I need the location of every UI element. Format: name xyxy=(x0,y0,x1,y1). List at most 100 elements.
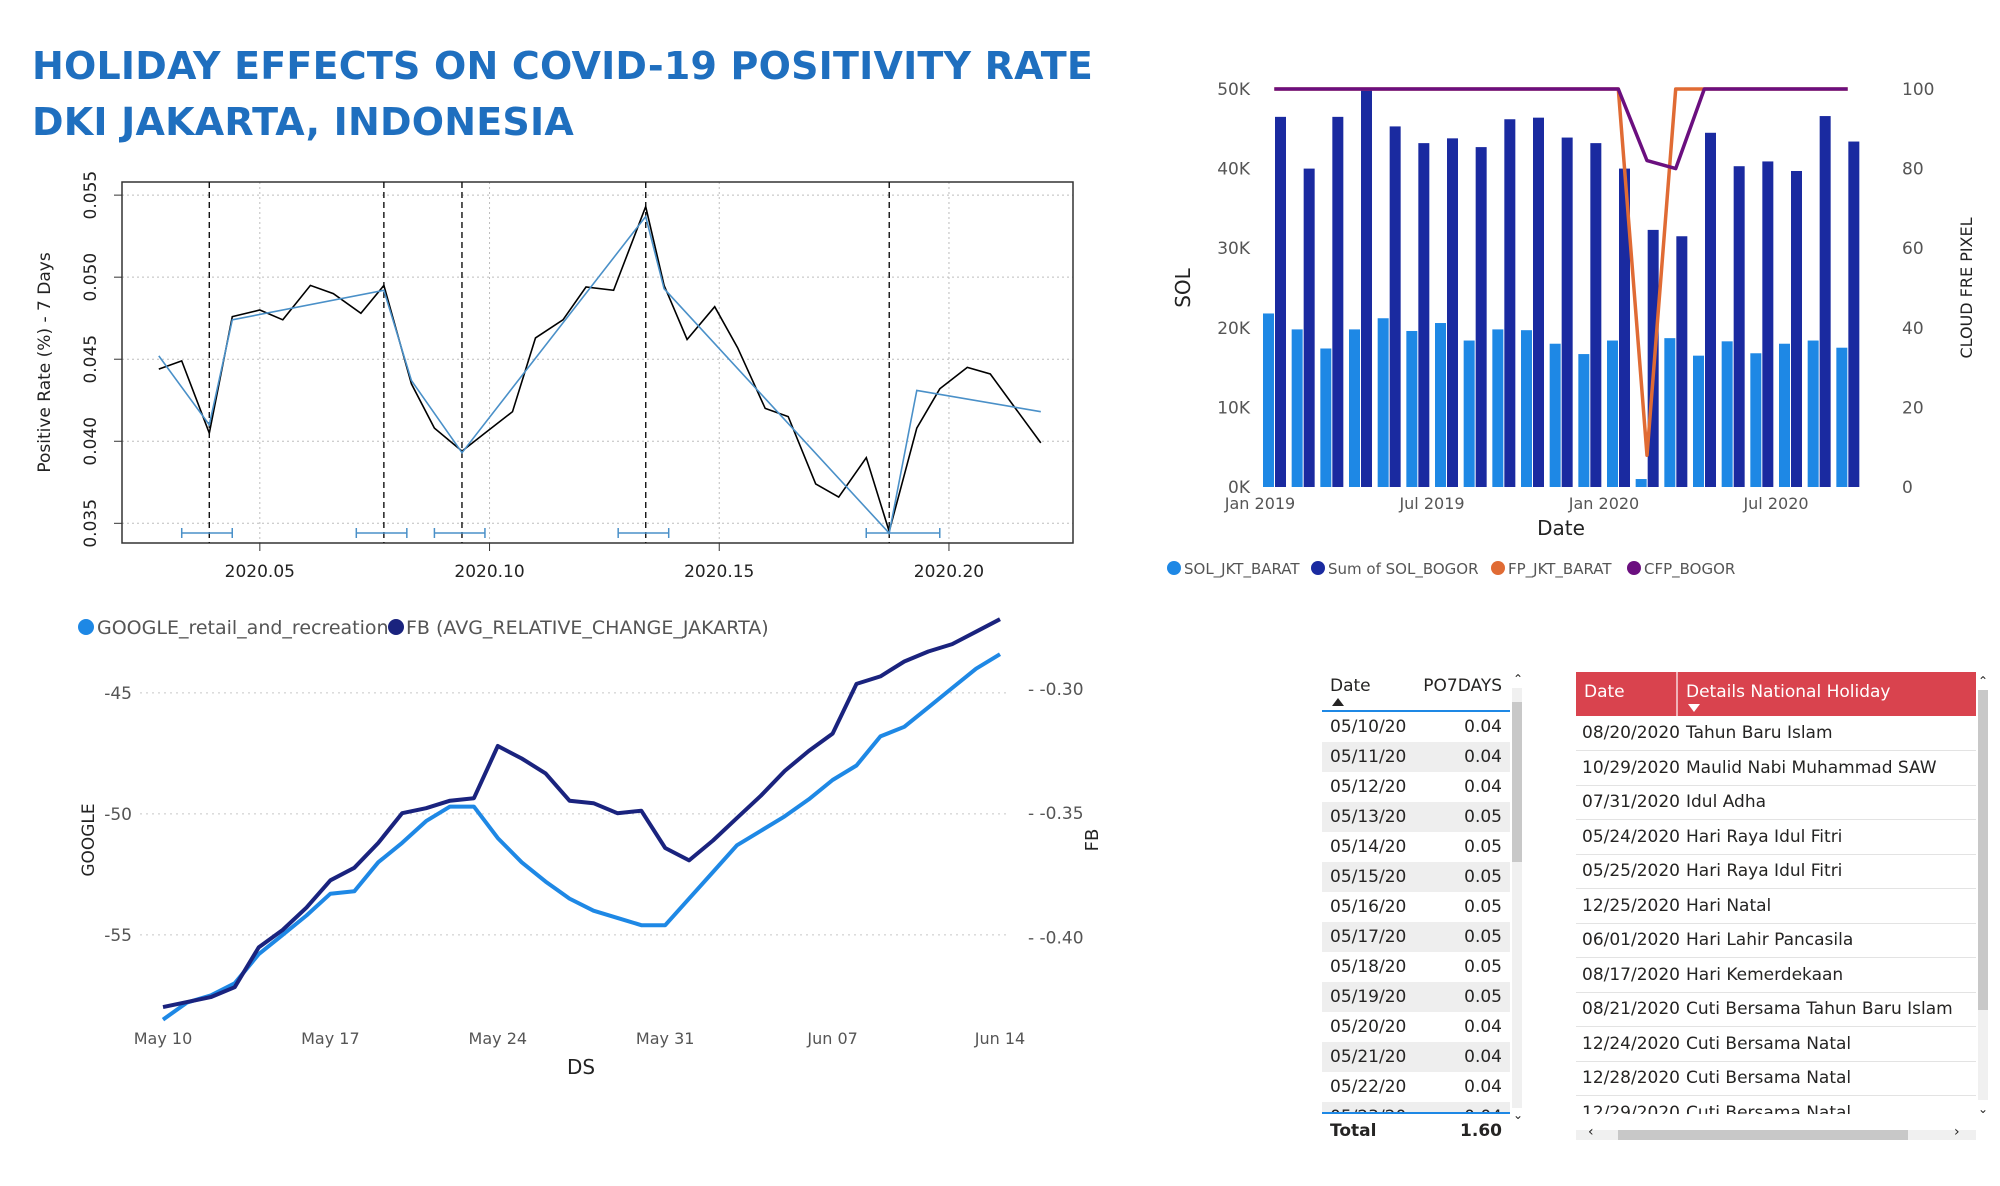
bar-sol-jkt-barat xyxy=(1807,340,1819,487)
po7-date-cell: 05/17/20 xyxy=(1330,927,1407,947)
table-row[interactable]: 10/29/2020 Maulid Nabi Muhammad SAW xyxy=(1576,751,1976,786)
dashboard-title-line2: DKI JAKARTA, INDONESIA xyxy=(32,100,574,144)
holiday-details-cell: Hari Kemerdekaan xyxy=(1686,964,1844,985)
fitted-trend-line xyxy=(158,214,1041,535)
legend-label: GOOGLE_retail_and_recreation xyxy=(97,617,389,639)
bar-sol-bogor xyxy=(1504,119,1516,488)
holiday-vscroll-thumb[interactable] xyxy=(1978,690,1988,1010)
table-row[interactable]: 05/12/20 0.04 xyxy=(1322,772,1510,802)
y2-tick-label: 80 xyxy=(1902,160,1924,180)
y2-axis-label: FB xyxy=(1082,829,1103,852)
holiday-details-cell: Cuti Bersama Natal xyxy=(1686,1033,1852,1054)
holiday-header-details[interactable]: Details National Holiday xyxy=(1686,682,1891,702)
po7-value-cell: 0.05 xyxy=(1464,957,1502,977)
bar-sol-jkt-barat xyxy=(1406,330,1418,487)
po7-value-cell: 0.05 xyxy=(1464,807,1502,827)
table-row[interactable]: 05/10/20 0.04 xyxy=(1322,712,1510,742)
scroll-down-icon[interactable]: ⌄ xyxy=(1513,1108,1524,1122)
holiday-vscrollbar[interactable] xyxy=(1978,690,1988,1100)
table-row[interactable]: 08/17/2020 Hari Kemerdekaan xyxy=(1576,958,1976,993)
x-tick-label: Jun 14 xyxy=(974,1029,1025,1048)
po7days-scroll-thumb[interactable] xyxy=(1512,702,1522,862)
dashboard-title-line1: HOLIDAY EFFECTS ON COVID-19 POSITIVITY R… xyxy=(32,44,1094,88)
po7days-header-value[interactable]: PO7DAYS xyxy=(1423,676,1502,696)
po7-value-cell: 0.04 xyxy=(1464,777,1502,797)
po7-value-cell: 0.04 xyxy=(1464,1102,1502,1112)
holiday-date-cell: 05/25/2020 xyxy=(1582,861,1680,881)
table-row[interactable]: 05/15/20 0.05 xyxy=(1322,862,1510,892)
holiday-table[interactable]: Date Details National Holiday 08/20/2020… xyxy=(1576,672,1988,1152)
table-row[interactable]: 05/18/20 0.05 xyxy=(1322,952,1510,982)
scroll-right-icon[interactable]: › xyxy=(1954,1124,1960,1140)
bar-sol-jkt-barat xyxy=(1693,355,1704,487)
po7-value-cell: 0.05 xyxy=(1464,837,1502,857)
po7-date-cell: 05/11/20 xyxy=(1330,747,1407,767)
x-tick-label: 2020.15 xyxy=(684,562,754,582)
po7-date-cell: 05/14/20 xyxy=(1330,837,1407,857)
table-row[interactable]: 08/20/2020 Tahun Baru Islam xyxy=(1576,716,1976,751)
table-row[interactable]: 05/19/20 0.05 xyxy=(1322,982,1510,1012)
table-row[interactable]: 07/31/2020 Idul Adha xyxy=(1576,785,1976,820)
holiday-date-cell: 12/24/2020 xyxy=(1582,1033,1680,1054)
y-tick-label: 10K xyxy=(1217,398,1251,418)
table-row[interactable]: 05/20/20 0.04 xyxy=(1322,1012,1510,1042)
po7-value-cell: 0.05 xyxy=(1464,987,1502,1007)
table-row[interactable]: 05/16/20 0.05 xyxy=(1322,892,1510,922)
table-row[interactable]: 05/24/2020 Hari Raya Idul Fitri xyxy=(1576,820,1976,855)
table-row[interactable]: 08/21/2020 Cuti Bersama Tahun Baru Islam xyxy=(1576,992,1976,1027)
scroll-down-icon[interactable]: ⌄ xyxy=(1978,1102,1989,1116)
y-axis-label: SOL xyxy=(1171,267,1195,307)
po7-date-cell: 05/20/20 xyxy=(1330,1017,1407,1037)
table-row[interactable]: 05/14/20 0.05 xyxy=(1322,832,1510,862)
table-row[interactable]: 05/11/20 0.04 xyxy=(1322,742,1510,772)
y-tick-label: -45 xyxy=(104,684,132,704)
po7-date-cell: 05/19/20 xyxy=(1330,987,1407,1007)
holiday-details-cell: Tahun Baru Islam xyxy=(1686,723,1833,743)
table-row[interactable]: 05/13/20 0.05 xyxy=(1322,802,1510,832)
table-row[interactable]: 05/23/20 0.04 xyxy=(1322,1102,1510,1112)
po7days-rows: 05/10/20 0.04 05/11/20 0.04 05/12/20 0.04 05/1… xyxy=(1322,712,1510,1112)
holiday-hscroll-thumb[interactable] xyxy=(1618,1130,1908,1140)
x-axis-label: Date xyxy=(1537,516,1585,540)
table-row[interactable]: 12/25/2020 Hari Natal xyxy=(1576,889,1976,924)
legend-label: SOL_JKT_BARAT xyxy=(1184,560,1300,579)
po7-value-cell: 0.05 xyxy=(1464,927,1502,947)
scroll-up-icon[interactable]: ⌃ xyxy=(1513,672,1524,686)
bar-sol-bogor xyxy=(1676,236,1688,487)
po7days-header-date[interactable]: Date xyxy=(1330,676,1371,696)
y2-tick-label: 100 xyxy=(1902,80,1934,100)
y-tick-label: 30K xyxy=(1217,239,1251,259)
po7days-total-value: 1.60 xyxy=(1460,1121,1502,1141)
holiday-header-date[interactable]: Date xyxy=(1584,682,1625,702)
po7days-total-label: Total xyxy=(1330,1121,1377,1141)
table-row[interactable]: 05/17/20 0.05 xyxy=(1322,922,1510,952)
legend-marker xyxy=(388,619,404,635)
holiday-details-cell: Idul Adha xyxy=(1686,792,1767,812)
table-row[interactable]: 06/01/2020 Hari Lahir Pancasila xyxy=(1576,923,1976,958)
bar-sol-jkt-barat xyxy=(1492,329,1504,487)
table-row[interactable]: 12/29/2020 Cuti Bersama Natal xyxy=(1576,1096,1976,1115)
legend-label: FP_JKT_BARAT xyxy=(1508,560,1612,579)
scroll-up-icon[interactable]: ⌃ xyxy=(1978,674,1989,688)
sort-asc-icon xyxy=(1332,698,1344,706)
holiday-header xyxy=(1576,672,1976,716)
table-row[interactable]: 05/22/20 0.04 xyxy=(1322,1072,1510,1102)
y-axis-label: GOOGLE xyxy=(79,803,99,876)
po7-value-cell: 0.04 xyxy=(1464,1077,1502,1097)
bar-sol-bogor xyxy=(1361,89,1372,487)
table-row[interactable]: 12/28/2020 Cuti Bersama Natal xyxy=(1576,1061,1976,1096)
bar-sol-bogor xyxy=(1819,116,1831,487)
table-row[interactable]: 05/25/2020 Hari Raya Idul Fitri xyxy=(1576,854,1976,889)
po7days-total-underline xyxy=(1322,1112,1510,1114)
po7days-table[interactable]: Date PO7DAYS 05/10/20 0.04 05/11/20 0.04 05/… xyxy=(1322,672,1524,1148)
scroll-left-icon[interactable]: ‹ xyxy=(1588,1124,1594,1140)
table-row[interactable]: 05/21/20 0.04 xyxy=(1322,1042,1510,1072)
po7days-scrollbar[interactable] xyxy=(1512,688,1522,1108)
table-row[interactable]: 12/24/2020 Cuti Bersama Natal xyxy=(1576,1027,1976,1062)
holiday-hscrollbar[interactable] xyxy=(1576,1130,1976,1140)
bar-sol-bogor xyxy=(1275,116,1286,488)
po7-value-cell: 0.05 xyxy=(1464,897,1502,917)
x-tick-label: Jul 2019 xyxy=(1398,494,1464,513)
y2-tick-label: 40 xyxy=(1902,319,1924,339)
line-fp-jkt-barat xyxy=(1274,87,1848,457)
